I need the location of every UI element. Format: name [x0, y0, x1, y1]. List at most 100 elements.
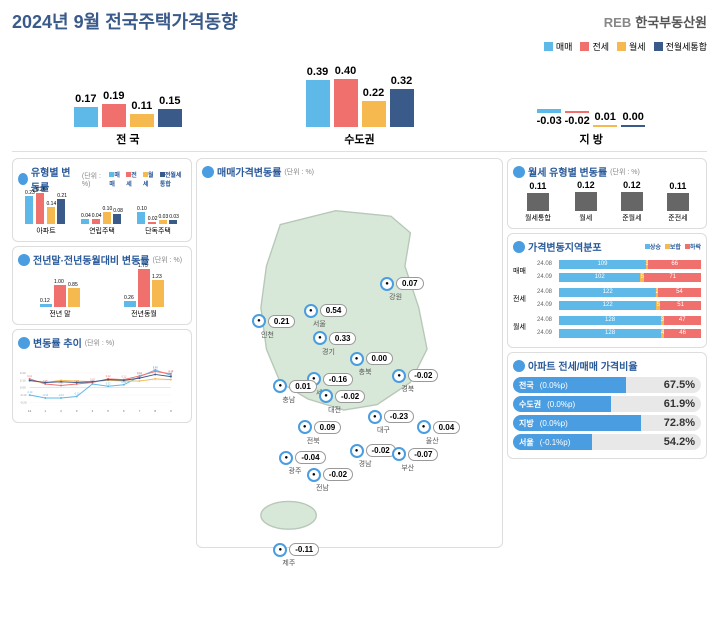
- main-bar: 0.17: [74, 93, 98, 127]
- legend-item: 전월세통합: [160, 170, 186, 188]
- pin-icon: ●: [368, 410, 382, 424]
- main-bar: 0.01: [593, 111, 617, 127]
- mini-bar: 0.12: [40, 298, 52, 307]
- chart-icon: [513, 241, 525, 253]
- legend-item: 전세: [126, 170, 139, 188]
- legend-sale: 매매: [544, 40, 573, 53]
- mini-bar: 0.10: [137, 206, 147, 224]
- title-date: 2024년 9월: [12, 12, 100, 32]
- map-panel: 매매가격변동률 (단위 : %) ● 0.21 인천 ● 0.54 서울 ● 0…: [196, 158, 503, 548]
- map-pin-서울: ● 0.54: [304, 304, 348, 318]
- pin-icon: ●: [380, 277, 394, 291]
- map-pin-대구: ● -0.23: [368, 410, 414, 424]
- svg-text:-0.14: -0.14: [43, 394, 49, 397]
- monthly-item: 0.11 준전세: [667, 181, 689, 223]
- svg-text:-0.12: -0.12: [74, 393, 80, 396]
- pin-icon: ●: [350, 352, 364, 366]
- main-legend: 매매 전세 월세 전월세통합: [12, 40, 707, 53]
- ratio-row: 서울 (-0.1%p) 54.2%: [513, 434, 701, 450]
- trend-panel-unit: (단위 : %): [85, 338, 115, 348]
- svg-text:6: 6: [123, 409, 125, 413]
- svg-text:3: 3: [76, 409, 78, 413]
- dist-panel: 가격변동지역분포 상승 보합 하락 매매 24.08 109 3 66 24.0…: [507, 233, 707, 348]
- map-pin-경남: ● -0.02: [350, 444, 396, 458]
- mini-group: 0.121.000.85전년 말: [40, 279, 80, 319]
- pin-icon: ●: [313, 331, 327, 345]
- map-panel-title: 매매가격변동률: [217, 164, 281, 179]
- monthly-item: 0.12 준월세: [621, 180, 643, 223]
- main-bar: 0.00: [621, 111, 645, 127]
- mini-bar: 0.08: [113, 208, 123, 224]
- svg-text:12: 12: [28, 409, 32, 413]
- pin-icon: ●: [279, 451, 293, 465]
- monthly-type-unit: (단위 : %): [610, 167, 640, 177]
- main-chart: 0.17 0.19 0.11 0.15 전 국 0.39 0.40 0.22 0…: [12, 57, 707, 152]
- pin-icon: ●: [307, 468, 321, 482]
- svg-text:0.22: 0.22: [153, 368, 158, 371]
- page-title: 2024년 9월 전국주택가격동향: [12, 8, 238, 34]
- svg-text:9: 9: [170, 409, 172, 413]
- dist-row: 24.08 109 3 66: [537, 258, 701, 270]
- svg-text:1: 1: [45, 409, 47, 413]
- mini-bar: 0.03: [169, 214, 179, 224]
- pin-icon: ●: [392, 447, 406, 461]
- svg-text:0.16: 0.16: [137, 372, 142, 375]
- logo-brand: REB: [604, 15, 631, 30]
- svg-text:-0.10: -0.10: [27, 391, 33, 394]
- pin-icon: ●: [319, 389, 333, 403]
- svg-text:0.10: 0.10: [20, 378, 26, 382]
- main-bar: 0.22: [362, 87, 386, 127]
- legend-combined: 전월세통합: [654, 40, 707, 53]
- monthly-type-panel: 월세 유형별 변동률 (단위 : %) 0.11 월세통합 0.12 월세 0.…: [507, 158, 707, 229]
- svg-text:0.12: 0.12: [27, 375, 32, 378]
- mini-bar: 0.26: [36, 187, 46, 224]
- legend-jeonse: 전세: [580, 40, 609, 53]
- mini-group: 0.261.751.23전년동월: [124, 263, 164, 320]
- dist-panel-title: 가격변동지역분포: [528, 239, 602, 254]
- dist-row: 24.09 102 5 71: [537, 271, 701, 283]
- type-panel: 유형별 변동률 (단위 : %)매매 전세 월세 전월세통합 0.230.260…: [12, 158, 192, 242]
- pin-icon: ●: [304, 304, 318, 318]
- chart-icon: [18, 173, 28, 185]
- pin-icon: ●: [392, 369, 406, 383]
- svg-text:0.00: 0.00: [20, 386, 26, 390]
- svg-text:7: 7: [139, 409, 141, 413]
- mini-bar: 0.04: [92, 213, 102, 224]
- map-pin-경북: ● -0.02: [392, 369, 438, 383]
- map-pin-부산: ● -0.07: [392, 447, 438, 461]
- svg-text:0.12: 0.12: [106, 375, 111, 378]
- legend-monthly: 월세: [617, 40, 646, 53]
- mini-group: 0.100.020.030.03단독주택: [137, 206, 179, 236]
- map-pin-전남: ● -0.02: [307, 468, 353, 482]
- mini-bar: 0.85: [68, 282, 80, 307]
- chart-icon: [513, 360, 525, 372]
- map-pin-인천: ● 0.21: [252, 314, 296, 328]
- dist-row: 24.09 128 4 46: [537, 327, 701, 339]
- yoy-panel: 전년말·전년동월대비 변동률 (단위 : %) 0.121.000.85전년 말…: [12, 246, 192, 325]
- map-pin-강원: ● 0.07: [380, 277, 424, 291]
- pin-icon: ●: [273, 379, 287, 393]
- chart-icon: [513, 166, 525, 178]
- ratio-panel-title: 아파트 전세/매매 가격비율: [528, 358, 638, 373]
- type-panel-unit: (단위 : %): [82, 171, 106, 188]
- legend-item: 상승: [645, 242, 661, 251]
- map-pin-제주: ● -0.11: [273, 543, 319, 557]
- legend-item: 하락: [685, 242, 701, 251]
- monthly-type-title: 월세 유형별 변동률: [528, 164, 607, 179]
- svg-text:0.19: 0.19: [169, 370, 174, 373]
- trend-panel: 변동률 추이 (단위 : %) -0.20-0.100.000.100.20-0…: [12, 329, 192, 423]
- trend-panel-title: 변동률 추이: [33, 335, 82, 350]
- mini-bar: 1.00: [54, 279, 66, 307]
- main-bar: 0.19: [102, 90, 126, 127]
- main-bar: -0.03: [537, 109, 561, 127]
- svg-text:-0.20: -0.20: [20, 400, 27, 404]
- logo: REB 한국부동산원: [604, 12, 707, 31]
- logo-text: 한국부동산원: [635, 15, 707, 30]
- main-bar: 0.40: [334, 65, 358, 127]
- map-pin-대전: ● -0.02: [319, 389, 365, 403]
- mini-bar: 0.21: [57, 193, 67, 224]
- mini-bar: 0.23: [25, 190, 35, 224]
- dist-row: 24.08 128 3 47: [537, 314, 701, 326]
- main-bar: 0.32: [390, 75, 414, 127]
- main-bar: 0.15: [158, 95, 182, 127]
